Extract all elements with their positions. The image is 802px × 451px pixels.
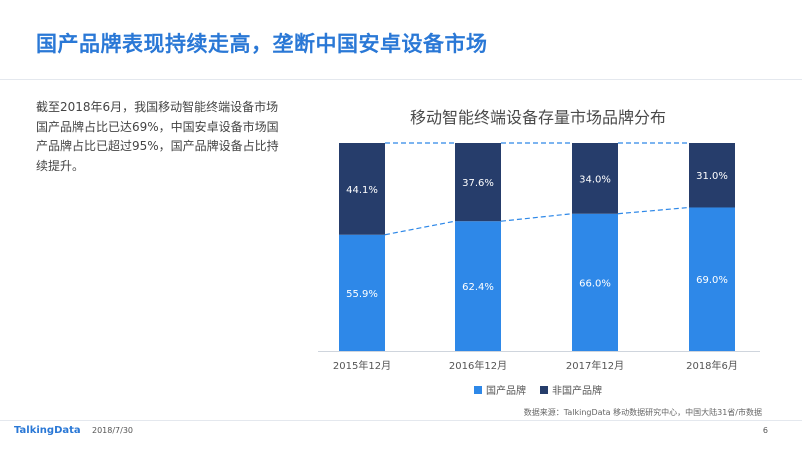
footer-date: 2018/7/30 — [92, 426, 134, 435]
connector-line-domestic — [617, 206, 690, 215]
data-label-domestic: 62.4% — [462, 282, 494, 293]
x-tick-label: 2017年12月 — [566, 359, 624, 372]
data-label-foreign: 37.6% — [462, 178, 494, 189]
slide-title: 国产品牌表现持续走高，垄断中国安卓设备市场 — [36, 32, 488, 56]
legend-item-domestic: 国产品牌 — [474, 382, 526, 397]
data-label-foreign: 34.0% — [579, 174, 611, 185]
bar-foreign — [689, 143, 735, 208]
bar-domestic — [689, 207, 735, 351]
bar-foreign — [455, 143, 501, 222]
page-number: 6 — [762, 426, 768, 435]
legend-swatch-domestic — [474, 385, 482, 394]
data-label-foreign: 31.0% — [696, 171, 728, 182]
description-text: 截至2018年6月，我国移动智能终端设备市场国产品牌占比已达69%，中国安卓设备… — [36, 100, 279, 173]
legend-label-foreign: 非国产品牌 — [552, 386, 602, 397]
x-tick-label: 2015年12月 — [333, 359, 391, 372]
data-label-domestic: 55.9% — [346, 289, 378, 300]
bar-domestic — [455, 221, 501, 351]
chart-title: 移动智能终端设备存量市场品牌分布 — [409, 108, 666, 127]
data-source-note: 数据来源：TalkingData 移动数据研究中心，中国大陆31省/市数据 — [523, 408, 762, 417]
bar-foreign — [339, 143, 385, 235]
chart-legend: 国产品牌 非国产品牌 — [318, 382, 758, 397]
connector-line-domestic — [500, 213, 573, 222]
legend-item-foreign: 非国产品牌 — [540, 382, 602, 397]
data-label-domestic: 66.0% — [579, 278, 611, 289]
data-label-domestic: 69.0% — [696, 275, 728, 286]
x-tick-label: 2018年6月 — [686, 359, 738, 372]
x-tick-label: 2016年12月 — [449, 359, 507, 372]
bar-domestic — [572, 213, 618, 351]
legend-swatch-foreign — [540, 385, 548, 394]
bar-domestic — [339, 234, 385, 351]
connector-line-domestic — [384, 220, 456, 236]
data-label-foreign: 44.1% — [346, 185, 378, 196]
footer-divider — [0, 420, 802, 421]
brand-logo-text: TalkingData — [14, 425, 81, 436]
bar-foreign — [572, 143, 618, 214]
title-divider — [0, 79, 802, 80]
legend-label-domestic: 国产品牌 — [486, 386, 526, 397]
